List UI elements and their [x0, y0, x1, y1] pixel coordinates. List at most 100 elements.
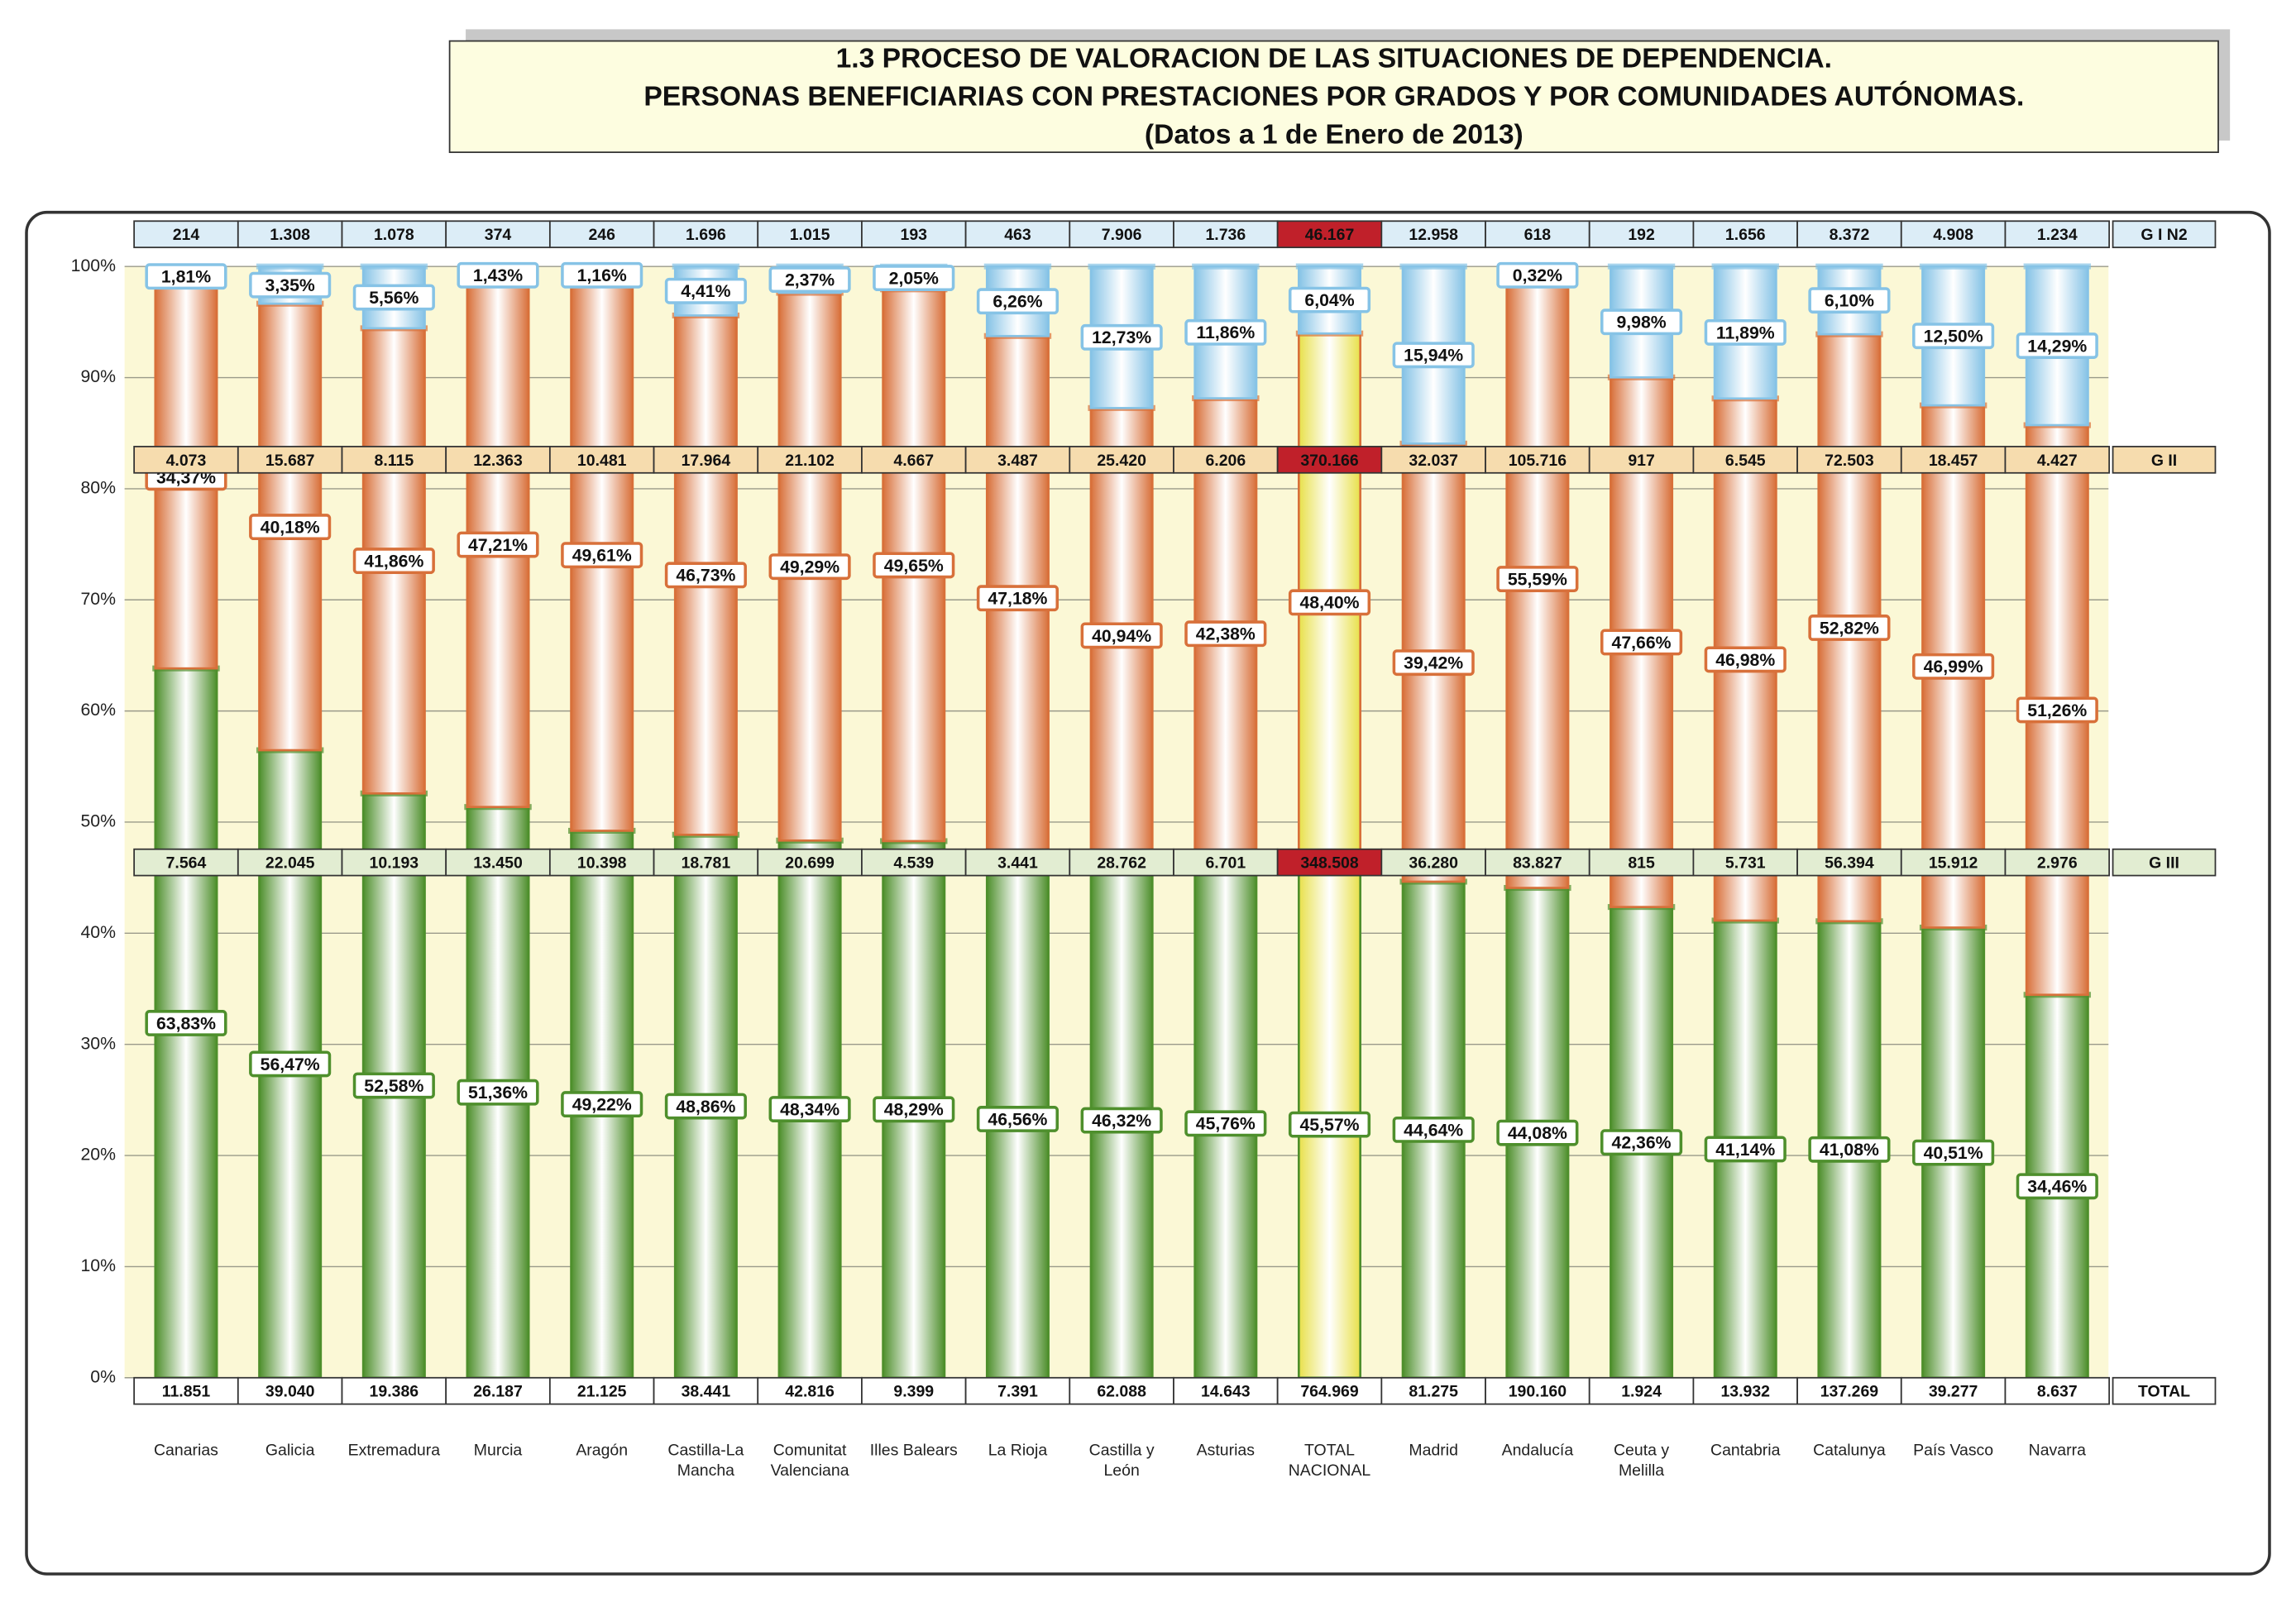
segment-cap — [1711, 263, 1779, 270]
row-label: G II — [2151, 452, 2177, 470]
x-tick-label: Madrid — [1409, 1441, 1458, 1459]
count-value: 12.363 — [473, 452, 523, 470]
x-tick-label-line: Madrid — [1409, 1441, 1458, 1459]
count-cell — [1900, 1376, 2007, 1405]
x-tick-label: Castilla y León — [1089, 1441, 1155, 1480]
count-cell — [2004, 848, 2111, 877]
x-tick-label: Galicia — [265, 1441, 315, 1459]
data-label-box — [873, 265, 955, 292]
data-label: 52,58% — [364, 1076, 423, 1096]
data-label: 46,99% — [1924, 657, 1983, 677]
count-cell — [1276, 446, 1383, 474]
count-value: 18.457 — [1929, 452, 1978, 470]
count-cell — [237, 848, 343, 877]
segment-cap — [1815, 263, 1883, 270]
y-tick-label: 20% — [81, 1145, 117, 1165]
count-value: 38.441 — [682, 1383, 731, 1401]
count-value: 6.701 — [1205, 854, 1246, 873]
data-label-box — [561, 542, 643, 569]
count-value: 1.696 — [686, 226, 726, 244]
data-label: 48,29% — [884, 1100, 944, 1120]
x-tick-label: Catalunya — [1813, 1441, 1886, 1459]
data-label-box — [2016, 332, 2098, 359]
count-value: 7.564 — [166, 854, 207, 873]
data-label: 1,16% — [577, 265, 627, 285]
data-label: 14,29% — [2027, 336, 2087, 356]
data-label: 49,22% — [572, 1094, 632, 1114]
count-value: 246 — [588, 226, 615, 244]
count-value: 20.699 — [785, 854, 835, 873]
data-label: 40,94% — [1092, 626, 1151, 646]
row-label-cell — [2112, 220, 2217, 249]
count-value: 1.078 — [374, 226, 414, 244]
data-label-box — [457, 261, 539, 289]
title-box — [448, 40, 2219, 153]
count-cell — [548, 446, 655, 474]
data-label: 55,59% — [1508, 569, 1567, 589]
count-value: 62.088 — [1097, 1383, 1146, 1401]
count-cell — [237, 220, 343, 249]
count-value: 764.969 — [1300, 1383, 1359, 1401]
count-value: 21.102 — [785, 452, 835, 470]
data-label: 49,29% — [780, 557, 839, 577]
count-value: 46.167 — [1305, 226, 1355, 244]
data-label: 1,43% — [473, 265, 523, 285]
count-value: 21.125 — [577, 1383, 627, 1401]
count-cell — [548, 1376, 655, 1405]
x-tick-label: Murcia — [474, 1441, 523, 1459]
data-label: 48,86% — [676, 1097, 735, 1117]
count-value: 19.386 — [370, 1383, 419, 1401]
count-value: 12.958 — [1409, 226, 1458, 244]
data-label-box — [2016, 696, 2098, 724]
row-label: TOTAL — [2138, 1383, 2190, 1401]
x-tick-label-line: Comunitat — [773, 1441, 847, 1459]
x-tick-label-line: Extremadura — [348, 1441, 441, 1459]
row-label-cell — [2112, 1376, 2217, 1405]
data-label: 45,76% — [1196, 1114, 1256, 1134]
data-label-box — [664, 1093, 747, 1120]
count-cell — [1173, 446, 1279, 474]
data-label-box — [1392, 649, 1475, 677]
segment-cap — [2023, 263, 2092, 270]
count-value: 17.964 — [682, 452, 731, 470]
count-cell — [964, 220, 1071, 249]
x-tick-label: Illes Balears — [870, 1441, 958, 1459]
data-label: 39,42% — [1404, 653, 1463, 673]
count-cell — [1069, 220, 1174, 249]
count-cell — [341, 220, 447, 249]
x-tick-label-line: Castilla y — [1089, 1441, 1155, 1459]
count-value: 10.481 — [577, 452, 627, 470]
count-cell — [861, 1376, 967, 1405]
segment-cap — [1399, 263, 1467, 270]
count-value: 4.427 — [2037, 452, 2078, 470]
count-cell — [1796, 1376, 1902, 1405]
y-tick-label: 30% — [81, 1033, 117, 1053]
chart-title: 1.3 PROCESO DE VALORACION DE LAS SITUACI… — [836, 43, 1832, 74]
data-label-box — [1184, 318, 1267, 346]
count-value: 3.441 — [997, 854, 1038, 873]
count-value: 22.045 — [265, 854, 315, 873]
count-value: 4.908 — [1933, 226, 1973, 244]
count-cell — [964, 848, 1071, 877]
data-label: 47,18% — [988, 589, 1047, 609]
data-label-box — [1496, 566, 1579, 592]
data-label: 1,81% — [161, 267, 211, 287]
x-tick-label: País Vasco — [1913, 1441, 1993, 1459]
y-tick-label: 60% — [81, 700, 117, 720]
data-label: 40,51% — [1924, 1143, 1983, 1163]
count-cell — [1588, 848, 1695, 877]
data-label-box — [664, 277, 747, 304]
count-cell — [1380, 1376, 1486, 1405]
x-tick-label-line: Canarias — [154, 1441, 218, 1459]
data-label: 63,83% — [156, 1013, 216, 1033]
data-label: 40,18% — [261, 517, 320, 537]
data-label-box — [1496, 261, 1579, 289]
segment-cap — [256, 263, 324, 270]
x-tick-label: Andalucía — [1502, 1441, 1574, 1459]
x-tick-label-line: Cantabria — [1710, 1441, 1781, 1459]
data-label-box — [1808, 615, 1891, 641]
count-cell — [1485, 1376, 1590, 1405]
data-label: 6,10% — [1825, 291, 1874, 311]
data-label: 46,73% — [676, 566, 735, 586]
x-tick-label: Aragón — [576, 1441, 628, 1459]
